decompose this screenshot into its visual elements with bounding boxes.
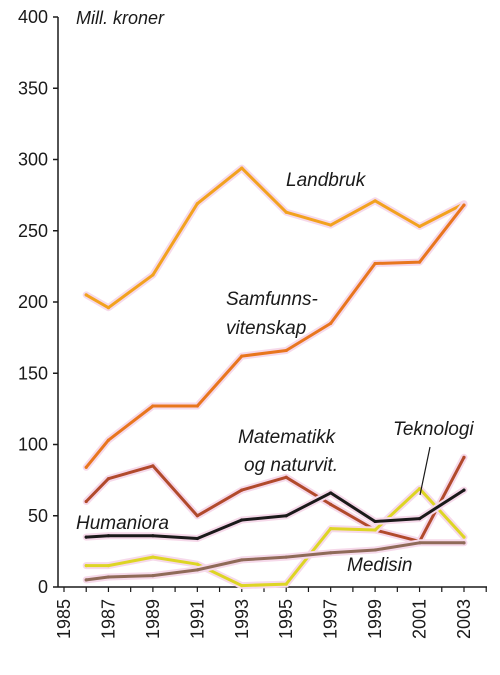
data-point-landbruk <box>417 224 422 229</box>
data-point-humaniora <box>462 488 466 492</box>
data-point-humaniora <box>373 519 377 524</box>
data-point-humaniora <box>329 491 333 495</box>
data-point-teknologi <box>195 562 199 566</box>
data-point-humaniora <box>106 534 111 538</box>
data-point-samfunns-vitenskap <box>462 203 466 207</box>
label-landbruk: Landbruk <box>286 170 367 191</box>
data-point-matematikk-og-naturvit <box>284 475 288 479</box>
data-point-teknologi <box>284 582 288 586</box>
y-tick-label: 350 <box>18 78 48 98</box>
data-point-matematikk-og-naturvit <box>106 477 111 481</box>
data-point-landbruk <box>373 199 377 203</box>
data-point-humaniora <box>240 518 244 522</box>
series-line-humaniora <box>84 488 466 540</box>
x-tick-label: 1989 <box>143 599 163 639</box>
label-samfunnsvitenskap-line1: Samfunns- <box>226 289 318 310</box>
data-point-humaniora <box>151 534 155 538</box>
data-point-teknologi <box>462 535 466 539</box>
data-point-samfunns-vitenskap <box>84 465 88 469</box>
data-point-humaniora <box>284 514 288 518</box>
data-point-teknologi <box>329 526 333 531</box>
y-tick-label: 50 <box>28 506 48 526</box>
label-teknologi: Teknologi <box>393 419 474 440</box>
x-tick-label: 1993 <box>232 599 252 639</box>
label-samfunnsvitenskap-line2: vitenskap <box>226 318 306 339</box>
y-tick-label: 0 <box>38 577 48 597</box>
data-point-medisin <box>240 558 244 562</box>
data-point-matematikk-og-naturvit <box>240 488 244 492</box>
series-line-landbruk <box>84 166 466 310</box>
data-point-medisin <box>329 551 333 555</box>
data-point-landbruk <box>284 210 288 214</box>
data-point-matematikk-og-naturvit <box>329 502 333 506</box>
data-point-landbruk <box>329 223 333 227</box>
data-point-medisin <box>195 568 199 572</box>
data-point-samfunns-vitenskap <box>417 260 422 264</box>
data-point-medisin <box>462 541 466 545</box>
data-point-medisin <box>151 574 155 578</box>
axes: 0 50 100 150 200 250 300 350 400 1985 1987 1989 1991… <box>18 7 487 639</box>
data-point-medisin <box>106 575 111 579</box>
data-point-samfunns-vitenskap <box>151 404 155 408</box>
data-point-medisin <box>417 541 422 545</box>
y-tick-label: 150 <box>18 363 48 383</box>
data-point-landbruk <box>240 166 244 170</box>
label-matematikk-line2: og naturvit. <box>244 455 338 476</box>
x-tick-label: 1987 <box>98 599 118 639</box>
y-tick-label: 100 <box>18 435 48 455</box>
y-axis-unit-label: Mill. kroner <box>76 8 165 28</box>
x-tick-label: 1985 <box>54 599 74 639</box>
data-point-teknologi <box>240 583 244 588</box>
y-tick-label: 200 <box>18 292 48 312</box>
data-point-matematikk-og-naturvit <box>84 499 88 504</box>
data-point-matematikk-og-naturvit <box>462 455 466 459</box>
series-halo-landbruk <box>82 164 468 312</box>
series-line-samfunns-vitenskap <box>84 203 466 469</box>
data-point-humaniora <box>417 517 422 521</box>
data-point-teknologi <box>151 555 155 559</box>
series-line-medisin <box>84 541 466 582</box>
label-medisin: Medisin <box>347 555 412 576</box>
data-point-teknologi <box>84 564 88 568</box>
data-point-samfunns-vitenskap <box>195 404 199 408</box>
data-point-medisin <box>84 578 88 582</box>
data-point-humaniora <box>195 536 199 541</box>
data-point-landbruk <box>84 293 88 297</box>
series-line-teknologi <box>84 487 466 588</box>
data-point-teknologi <box>106 564 111 568</box>
data-point-landbruk <box>195 202 199 206</box>
data-point-samfunns-vitenskap <box>329 321 333 325</box>
data-point-samfunns-vitenskap <box>284 348 288 353</box>
data-point-landbruk <box>106 306 111 310</box>
x-tick-label: 1991 <box>187 599 207 639</box>
label-matematikk-line1: Matematikk <box>238 427 337 448</box>
data-point-samfunns-vitenskap <box>240 354 244 358</box>
data-point-matematikk-og-naturvit <box>195 514 199 518</box>
y-tick-label: 300 <box>18 150 48 170</box>
data-point-teknologi <box>417 487 422 491</box>
data-point-samfunns-vitenskap <box>106 438 111 442</box>
data-point-medisin <box>284 555 288 559</box>
data-point-humaniora <box>84 535 88 539</box>
x-tick-label: 1997 <box>321 599 341 639</box>
x-tick-label: 2001 <box>410 599 430 639</box>
data-point-landbruk <box>151 273 155 277</box>
data-point-samfunns-vitenskap <box>373 261 377 266</box>
teknologi-leader-line <box>419 446 431 496</box>
series-line-matematikk-og-naturvit <box>84 455 466 543</box>
y-tick-label: 400 <box>18 7 48 27</box>
data-point-matematikk-og-naturvit <box>151 464 155 468</box>
data-point-teknologi <box>373 528 377 532</box>
label-humaniora: Humaniora <box>76 513 169 534</box>
x-tick-label: 2003 <box>454 599 474 639</box>
y-tick-label: 250 <box>18 221 48 241</box>
x-tick-label: 1995 <box>276 599 296 639</box>
series-lines <box>82 164 468 590</box>
data-point-medisin <box>373 548 377 552</box>
x-tick-label: 1999 <box>365 599 385 639</box>
